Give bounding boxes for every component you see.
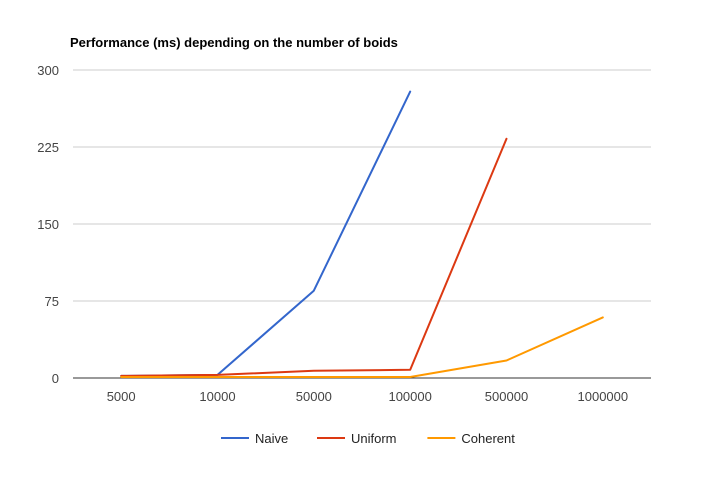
x-tick-label: 500000 xyxy=(485,389,528,404)
chart-title: Performance (ms) depending on the number… xyxy=(70,35,398,50)
y-tick-label: 0 xyxy=(52,371,59,386)
legend[interactable]: Naive Uniform Coherent xyxy=(221,431,515,446)
x-tick-label: 10000 xyxy=(199,389,235,404)
gridlines xyxy=(73,69,651,379)
x-axis-ticks: 5000 10000 50000 100000 500000 1000000 xyxy=(107,389,628,404)
x-tick-label: 5000 xyxy=(107,389,136,404)
legend-item-coherent[interactable]: Coherent xyxy=(427,431,515,446)
y-tick-label: 300 xyxy=(37,63,59,78)
legend-label: Uniform xyxy=(351,431,397,446)
legend-label: Coherent xyxy=(461,431,515,446)
series-line-uniform xyxy=(120,137,508,377)
x-tick-label: 100000 xyxy=(388,389,431,404)
series-line-coherent xyxy=(120,316,604,378)
legend-item-naive[interactable]: Naive xyxy=(221,431,288,446)
x-tick-label: 1000000 xyxy=(578,389,629,404)
legend-item-uniform[interactable]: Uniform xyxy=(317,431,397,446)
y-tick-label: 225 xyxy=(37,140,59,155)
y-axis-ticks: 0 75 150 225 300 xyxy=(37,63,59,386)
series-lines xyxy=(120,90,604,378)
legend-label: Naive xyxy=(255,431,288,446)
series-line-naive xyxy=(120,90,412,377)
x-tick-label: 50000 xyxy=(296,389,332,404)
y-tick-label: 150 xyxy=(37,217,59,232)
y-tick-label: 75 xyxy=(45,294,59,309)
